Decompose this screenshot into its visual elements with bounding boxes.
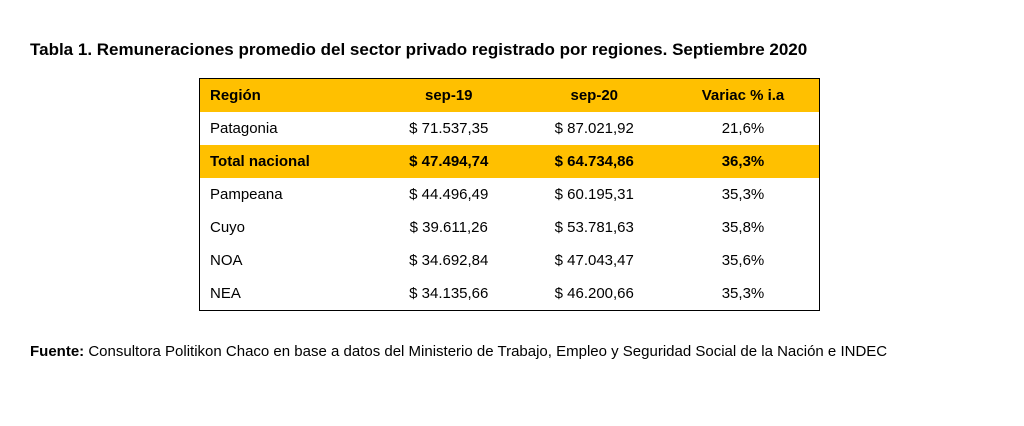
cell-sep20: $ 64.734,86 [521, 145, 667, 178]
cell-sep20: $ 46.200,66 [554, 285, 634, 302]
source-label: Fuente: [30, 343, 85, 360]
cell-sep19: $ 34.135,66 [409, 285, 489, 302]
table-title: Tabla 1. Remuneraciones promedio del sec… [30, 40, 808, 59]
cell-variacion: 35,6% [721, 252, 765, 269]
header-sep19: sep-19 [376, 78, 522, 112]
table-row: NOA $ 34.692,84 $ 47.043,47 35,6% [200, 244, 820, 277]
table-row: NEA $ 34.135,66 $ 46.200,66 35,3% [200, 277, 820, 311]
cell-variacion: 35,3% [721, 285, 765, 302]
cell-sep20: $ 47.043,47 [554, 252, 634, 269]
cell-sep20: $ 53.781,63 [554, 219, 634, 236]
cell-variacion: 21,6% [721, 120, 765, 137]
table-row: Patagonia $ 71.537,35 $ 87.021,92 21,6% [200, 112, 820, 145]
source-text: Consultora Politikon Chaco en base a dat… [84, 343, 888, 360]
cell-sep19: $ 39.611,26 [409, 219, 488, 236]
cell-sep20: $ 60.195,31 [554, 186, 634, 203]
cell-sep19: $ 44.496,49 [409, 186, 489, 203]
remuneraciones-table: Región sep-19 sep-20 Variac % i.a Patago… [199, 78, 820, 311]
cell-sep19: $ 71.537,35 [409, 120, 489, 137]
cell-region: Total nacional [199, 145, 376, 178]
table-header-row: Región sep-19 sep-20 Variac % i.a [199, 78, 820, 112]
source-note: Fuente: Consultora Politikon Chaco en ba… [30, 337, 1000, 366]
header-sep20: sep-20 [521, 78, 667, 112]
cell-variacion: 35,3% [721, 186, 765, 203]
cell-region: NOA [210, 252, 243, 269]
cell-sep19: $ 47.494,74 [376, 145, 522, 178]
cell-region: Pampeana [210, 186, 283, 203]
cell-sep20: $ 87.021,92 [554, 120, 634, 137]
header-variacion: Variac % i.a [667, 78, 820, 112]
table-row: Pampeana $ 44.496,49 $ 60.195,31 35,3% [200, 178, 820, 211]
table-row-total: Total nacional $ 47.494,74 $ 64.734,86 3… [199, 145, 820, 178]
cell-region: Patagonia [210, 120, 278, 137]
cell-variacion: 35,8% [721, 219, 765, 236]
table-row: Cuyo $ 39.611,26 $ 53.781,63 35,8% [200, 211, 820, 244]
cell-sep19: $ 34.692,84 [409, 252, 489, 269]
cell-region: NEA [210, 285, 241, 302]
header-region: Región [199, 78, 376, 112]
cell-variacion: 36,3% [667, 145, 820, 178]
cell-region: Cuyo [210, 219, 246, 236]
